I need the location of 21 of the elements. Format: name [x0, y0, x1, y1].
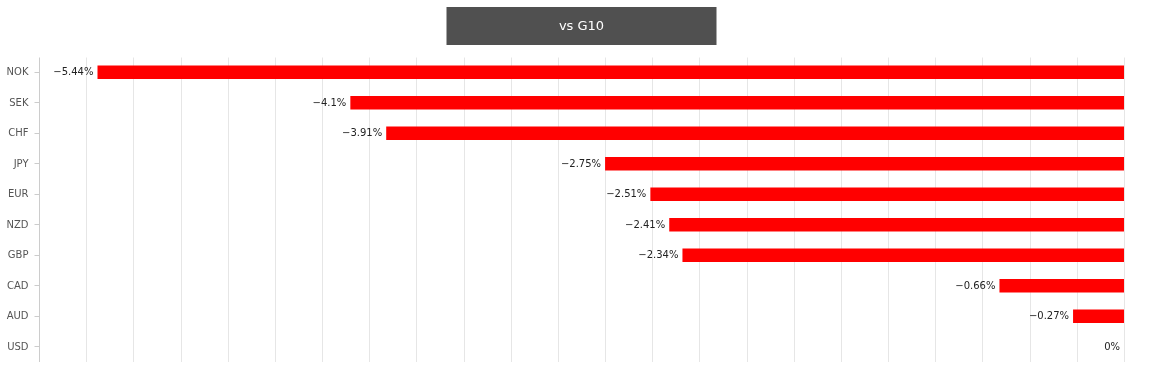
y-tick-label: GBP [7, 249, 29, 261]
y-tick-label: CHF [8, 127, 29, 139]
y-tick-label: EUR [7, 188, 29, 200]
y-tick-label: USD [7, 340, 29, 352]
y-tick-label: NOK [6, 66, 29, 78]
y-tick-label: SEK [9, 96, 29, 108]
data-label: −3.91% [342, 127, 383, 139]
chart-title: vs G10 [558, 18, 605, 33]
data-label: −4.1% [312, 96, 347, 108]
y-tick-label: CAD [6, 279, 29, 291]
y-tick-label: JPY [12, 157, 30, 169]
data-label: −2.51% [606, 188, 647, 200]
data-label: −0.27% [1028, 310, 1070, 322]
data-label: −0.66% [955, 279, 996, 291]
y-tick-label: AUD [6, 310, 29, 322]
data-label: −2.41% [625, 218, 666, 230]
data-label: −2.34% [638, 249, 679, 261]
data-label: 0% [1104, 340, 1120, 352]
data-label: −5.44% [53, 66, 94, 78]
y-tick-label: NZD [6, 218, 29, 230]
data-label: −2.75% [560, 157, 602, 169]
